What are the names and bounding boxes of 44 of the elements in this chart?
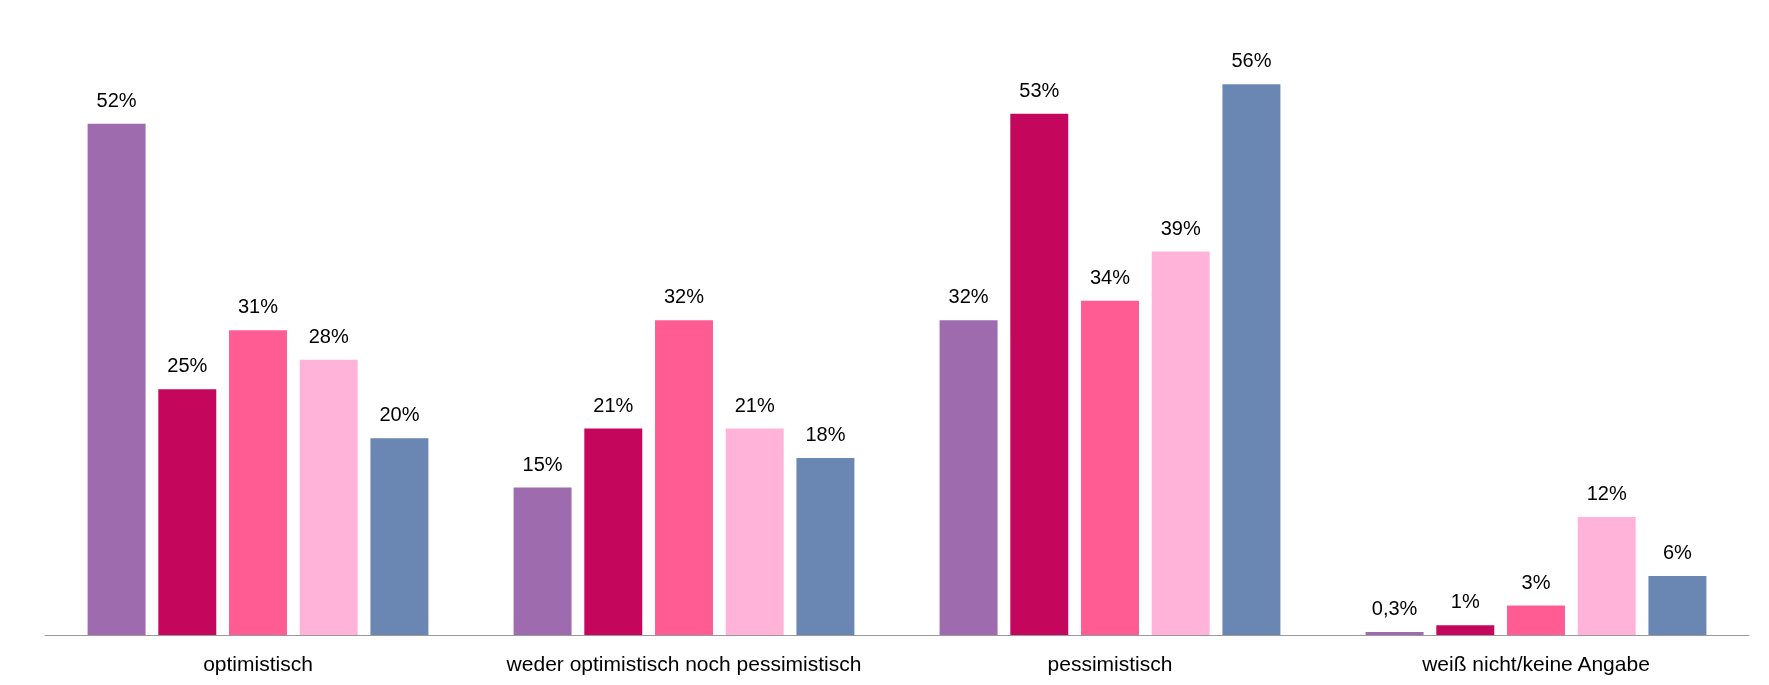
bar bbox=[229, 330, 287, 635]
bar bbox=[299, 359, 358, 635]
bar bbox=[1151, 251, 1210, 635]
bar bbox=[725, 428, 784, 635]
bar bbox=[1577, 517, 1636, 635]
bar bbox=[1222, 84, 1281, 635]
bar bbox=[584, 428, 643, 635]
data-label: 56% bbox=[1231, 49, 1272, 72]
data-label: 32% bbox=[948, 285, 989, 308]
data-label: 39% bbox=[1160, 216, 1201, 239]
x-tick-label: weiß nicht/keine Angabe bbox=[1421, 652, 1650, 675]
x-tick-label: pessimistisch bbox=[1047, 652, 1173, 675]
data-label: 18% bbox=[805, 423, 846, 445]
data-label: 53% bbox=[1019, 78, 1060, 101]
bar bbox=[370, 438, 429, 635]
bar bbox=[1507, 605, 1565, 635]
data-label: 31% bbox=[237, 295, 279, 318]
data-label: 3% bbox=[1521, 570, 1551, 593]
data-label: 21% bbox=[734, 393, 775, 416]
bar bbox=[1010, 113, 1069, 635]
bar bbox=[1648, 576, 1707, 635]
bar bbox=[1436, 625, 1495, 635]
x-tick-label: optimistisch bbox=[203, 652, 313, 675]
data-label: 34% bbox=[1089, 265, 1131, 288]
bar bbox=[1365, 632, 1424, 635]
bar bbox=[1081, 300, 1139, 635]
bar bbox=[655, 320, 713, 635]
data-label: 28% bbox=[308, 324, 349, 347]
data-label: 15% bbox=[522, 452, 563, 475]
data-label: 32% bbox=[663, 285, 705, 308]
bar bbox=[87, 123, 146, 635]
x-tick-label: weder optimistisch noch pessimistisch bbox=[505, 652, 862, 675]
data-label: 21% bbox=[593, 393, 634, 416]
data-label: 25% bbox=[167, 354, 208, 377]
bar bbox=[939, 320, 998, 635]
bar bbox=[158, 389, 217, 635]
bar bbox=[796, 458, 855, 635]
data-label: 0,3% bbox=[1371, 597, 1418, 620]
data-label: 52% bbox=[96, 88, 137, 111]
data-label: 20% bbox=[379, 403, 420, 426]
data-label: 1% bbox=[1450, 590, 1480, 613]
data-label: 6% bbox=[1662, 541, 1693, 563]
data-label: 12% bbox=[1586, 482, 1627, 504]
bar bbox=[513, 487, 572, 635]
